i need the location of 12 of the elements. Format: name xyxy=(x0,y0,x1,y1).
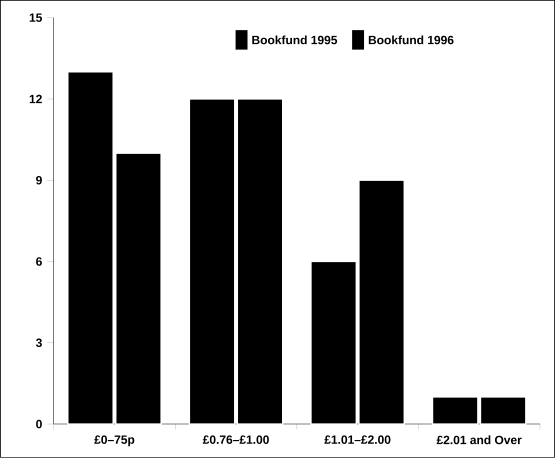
y-tick-label: 3 xyxy=(36,338,42,348)
y-tick-label: 9 xyxy=(36,176,42,185)
x-tick-label: £0–75p xyxy=(94,436,134,446)
y-tick-label: 12 xyxy=(30,94,42,104)
y-tick-label: 0 xyxy=(36,420,42,428)
legend-label: Bookfund 1995 xyxy=(252,36,338,44)
y-tick-label: 6 xyxy=(36,257,42,266)
y-tick-label: 15 xyxy=(30,14,42,22)
legend-label: Bookfund 1996 xyxy=(368,36,454,44)
x-tick-label: £2.01 and Over xyxy=(436,436,522,444)
x-tick-label: £1.01–£2.00 xyxy=(324,436,390,444)
x-tick-label: £0.76–£1.00 xyxy=(202,436,269,444)
